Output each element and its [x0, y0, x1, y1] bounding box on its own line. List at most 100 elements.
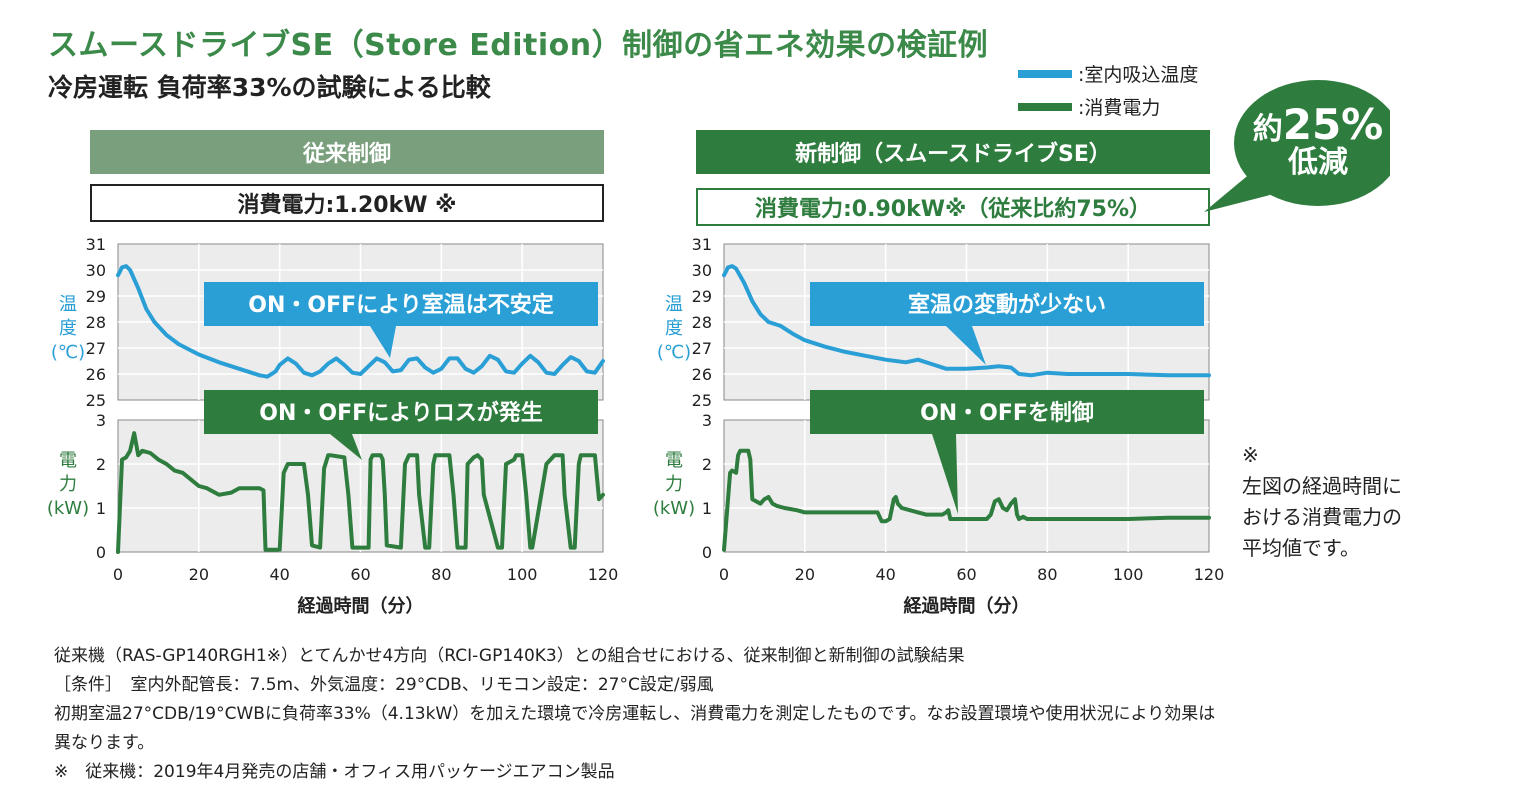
- y-tick-label-temp: 30: [86, 261, 106, 280]
- y-axis-title-power: 力: [665, 474, 683, 495]
- annotation-box: [810, 282, 1204, 326]
- bubble-prefix: 約: [1252, 112, 1283, 147]
- legend-label-temperature: :室内吸込温度: [1078, 64, 1199, 86]
- x-tick-label: 0: [113, 565, 123, 584]
- bubble-line1: 約25%: [1238, 104, 1398, 146]
- annotation-text: ON・OFFにより室温は不安定: [248, 292, 553, 318]
- temperature-line: [722, 264, 1211, 378]
- x-tick-label: 100: [1113, 565, 1144, 584]
- x-tick-label: 80: [1037, 565, 1057, 584]
- y-tick-label-temp: 28: [86, 313, 106, 332]
- y-tick-label-power: 3: [702, 411, 712, 430]
- power-line: [116, 431, 605, 554]
- x-tick-label: 80: [431, 565, 451, 584]
- x-tick-label: 0: [719, 565, 729, 584]
- y-tick-label-temp: 25: [86, 391, 106, 410]
- x-tick-label: 60: [956, 565, 976, 584]
- y-axis-title-power: 力: [59, 474, 77, 495]
- panel-header-new: 新制御（スムースドライブSE）: [696, 130, 1210, 174]
- y-axis-title-temp: 度: [59, 318, 77, 339]
- y-tick-label-temp: 28: [692, 313, 712, 332]
- note-line: ※ 従来機：2019年4月発売の店舗・オフィス用パッケージエアコン製品: [54, 762, 615, 782]
- annotation-text: 室温の変動が少ない: [908, 292, 1106, 318]
- y-tick-label-temp: 30: [692, 261, 712, 280]
- footnote-mark: ※: [1242, 443, 1259, 467]
- annotation-pointer: [370, 326, 396, 358]
- x-tick-label: 120: [1194, 565, 1225, 584]
- annotation-box: [204, 390, 598, 434]
- x-tick-label: 20: [795, 565, 815, 584]
- annotation-text: ON・OFFを制御: [920, 400, 1094, 426]
- y-tick-label-power: 3: [96, 411, 106, 430]
- y-axis-title-temp: 温: [59, 294, 77, 315]
- y-axis-title-temp: (℃): [51, 342, 85, 363]
- x-tick-label: 40: [269, 565, 289, 584]
- page-title: スムースドライブSE（Store Edition）制御の省エネ効果の検証例: [48, 28, 989, 63]
- y-axis-title-power: 電: [665, 450, 683, 471]
- annotation-pointer: [330, 434, 362, 460]
- y-tick-label-power: 2: [96, 455, 106, 474]
- annotation-text: ON・OFFによりロスが発生: [259, 400, 542, 426]
- footnote-line2: おける消費電力の: [1242, 505, 1402, 529]
- bubble-line2: 低減: [1288, 145, 1348, 180]
- y-tick-label-power: 1: [702, 499, 712, 518]
- annotation-box: [204, 282, 598, 326]
- note-line: 初期室温27°CDB/19°CWBに負荷率33%（4.13kW）を加えた環境で冷…: [54, 704, 1216, 724]
- legend-label-power: :消費電力: [1078, 97, 1161, 119]
- y-tick-label-temp: 31: [692, 235, 712, 254]
- y-axis-title-power: (kW): [653, 498, 695, 519]
- y-tick-label-temp: 29: [692, 287, 712, 306]
- x-axis-title: 経過時間（分）: [904, 595, 1030, 617]
- bubble-tail: [1204, 172, 1270, 212]
- y-axis-title-power: (kW): [47, 498, 89, 519]
- power-line: [722, 448, 1211, 552]
- x-tick-label: 120: [588, 565, 619, 584]
- bubble-ellipse: [1234, 80, 1390, 206]
- y-tick-label-temp: 25: [692, 391, 712, 410]
- power-box-conventional: 消費電力:1.20kW ※: [90, 184, 604, 222]
- annotation-box: [810, 390, 1204, 434]
- y-tick-label-temp: 27: [86, 339, 106, 358]
- legend-item-power: :消費電力: [1018, 93, 1198, 120]
- y-tick-label-temp: 31: [86, 235, 106, 254]
- test-notes: 従来機（RAS-GP140RGH1※）とてんかせ4方向（RCI-GP140K3）…: [54, 642, 1215, 787]
- y-tick-label-power: 2: [702, 455, 712, 474]
- bubble-value: 25%: [1282, 100, 1384, 149]
- y-axis-title-temp: (℃): [657, 342, 691, 363]
- y-tick-label-power: 1: [96, 499, 106, 518]
- temperature-line: [116, 264, 605, 379]
- y-axis-title-temp: 度: [665, 318, 683, 339]
- y-tick-label-temp: 26: [692, 365, 712, 384]
- x-axis-title: 経過時間（分）: [298, 595, 424, 617]
- annotation-pointer: [932, 434, 958, 514]
- y-axis-title-power: 電: [59, 450, 77, 471]
- x-tick-label: 40: [875, 565, 895, 584]
- x-tick-label: 20: [189, 565, 209, 584]
- note-line: ［条件］ 室内外配管長：7.5m、外気温度：29°CDB、リモコン設定：27°C…: [54, 675, 714, 695]
- note-line: 従来機（RAS-GP140RGH1※）とてんかせ4方向（RCI-GP140K3）…: [54, 646, 965, 666]
- x-tick-label: 100: [507, 565, 538, 584]
- footnote-line1: 左図の経過時間に: [1242, 474, 1402, 498]
- y-tick-label-power: 0: [96, 543, 106, 562]
- y-axis-title-temp: 温: [665, 294, 683, 315]
- annotation-pointer: [946, 326, 986, 365]
- reduction-bubble-text: 約25% 低減: [1238, 104, 1398, 178]
- legend-swatch-power: [1018, 102, 1072, 111]
- y-tick-label-temp: 29: [86, 287, 106, 306]
- average-footnote: ※ 左図の経過時間に おける消費電力の 平均値です。: [1242, 440, 1402, 564]
- panel-header-conventional: 従来制御: [90, 130, 604, 174]
- page-subtitle: 冷房運転 負荷率33%の試験による比較: [48, 73, 491, 102]
- note-line: 異なります。: [54, 733, 155, 753]
- x-tick-label: 60: [350, 565, 370, 584]
- footnote-line3: 平均値です。: [1242, 536, 1360, 560]
- reduction-bubble: [1204, 80, 1390, 212]
- legend-item-temperature: :室内吸込温度: [1018, 60, 1198, 87]
- legend-swatch-temperature: [1018, 69, 1072, 78]
- y-tick-label-power: 0: [702, 543, 712, 562]
- power-box-new: 消費電力:0.90kW※（従来比約75%）: [696, 188, 1210, 226]
- chart-legend: :室内吸込温度 :消費電力: [1018, 60, 1198, 120]
- y-tick-label-temp: 27: [692, 339, 712, 358]
- y-tick-label-temp: 26: [86, 365, 106, 384]
